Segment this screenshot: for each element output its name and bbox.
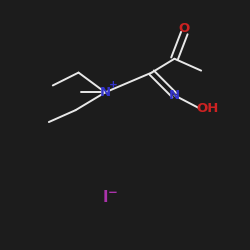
Text: O: O (179, 22, 190, 35)
Text: +: + (109, 80, 118, 90)
Text: N: N (100, 86, 111, 99)
Text: −: − (108, 186, 118, 199)
Text: OH: OH (196, 102, 218, 115)
Text: N: N (169, 89, 180, 102)
Text: I: I (102, 190, 108, 205)
